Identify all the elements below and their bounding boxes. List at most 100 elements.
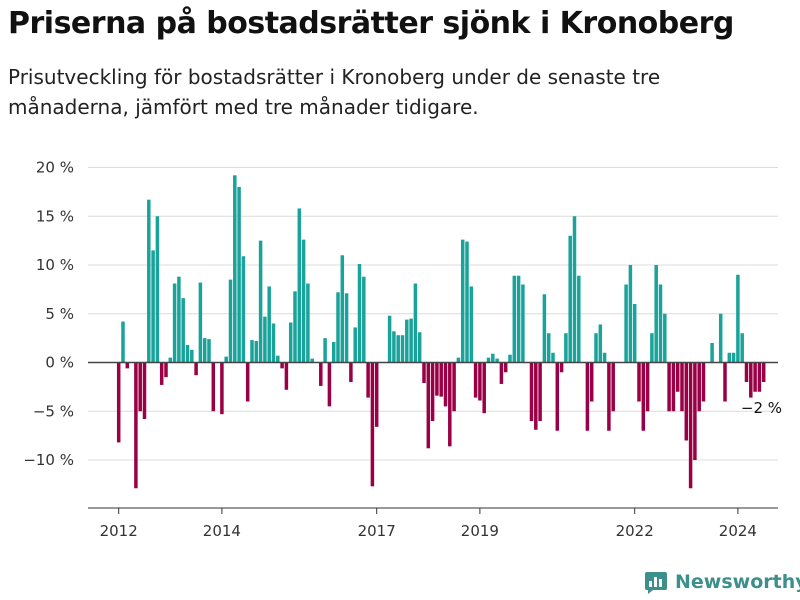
bar xyxy=(671,362,676,412)
bar xyxy=(654,265,658,363)
bar xyxy=(740,333,744,363)
bar xyxy=(284,362,289,390)
bar xyxy=(697,362,701,412)
bar xyxy=(693,362,697,460)
bar xyxy=(370,362,375,487)
bar xyxy=(546,333,551,363)
bar xyxy=(723,362,727,402)
bar xyxy=(400,335,405,363)
bar xyxy=(405,319,409,363)
bar xyxy=(211,362,216,412)
bar xyxy=(439,362,443,397)
bar xyxy=(353,327,357,363)
newsworthy-logo-text: Newsworthy xyxy=(675,571,800,593)
bar xyxy=(306,283,310,363)
bar xyxy=(473,362,478,398)
x-tick-label: 2022 xyxy=(616,522,654,540)
bar xyxy=(422,362,426,383)
bar xyxy=(344,293,349,363)
bar xyxy=(551,352,555,363)
x-tick-label: 2024 xyxy=(719,522,757,540)
bar xyxy=(349,362,353,382)
bar xyxy=(207,339,211,363)
bar xyxy=(250,340,254,363)
x-tick-label: 2014 xyxy=(203,522,241,540)
bar xyxy=(194,362,198,376)
bar xyxy=(456,357,461,363)
bar xyxy=(757,362,762,392)
bar xyxy=(736,274,740,363)
bar xyxy=(323,338,327,363)
bar xyxy=(650,333,654,363)
bar xyxy=(396,335,400,363)
bar xyxy=(637,362,641,402)
bar xyxy=(301,239,306,363)
bar xyxy=(443,362,448,407)
bar xyxy=(190,349,194,363)
bar xyxy=(417,332,422,363)
x-tick-label: 2019 xyxy=(461,522,499,540)
bar xyxy=(258,240,263,363)
bar xyxy=(602,352,607,363)
bar xyxy=(233,175,237,363)
y-tick-label: 20 % xyxy=(36,159,74,177)
bar xyxy=(151,250,155,363)
bar xyxy=(499,362,504,384)
chart-subtitle: Prisutveckling för bostadsrätter i Krono… xyxy=(8,65,661,119)
bar xyxy=(744,362,749,382)
bar xyxy=(749,362,753,398)
bar xyxy=(572,216,577,363)
bar xyxy=(508,354,512,363)
bar xyxy=(516,275,521,363)
bar xyxy=(577,275,581,363)
newsworthy-logo-icon xyxy=(645,572,667,594)
bar xyxy=(658,284,663,363)
bar xyxy=(392,331,396,363)
bar xyxy=(469,286,474,363)
bar xyxy=(710,343,714,363)
x-tick-label: 2012 xyxy=(100,522,138,540)
bar xyxy=(680,362,684,412)
y-tick-label: −10 % xyxy=(23,451,74,469)
bar xyxy=(607,362,611,431)
bar xyxy=(521,284,525,363)
bar xyxy=(228,279,233,363)
bar xyxy=(426,362,431,449)
bar xyxy=(366,362,370,398)
bar xyxy=(224,356,228,363)
newsworthy-logo: Newsworthy xyxy=(644,568,800,596)
bar xyxy=(478,362,482,401)
bar xyxy=(245,362,250,402)
bar xyxy=(761,362,766,382)
bar xyxy=(237,187,241,363)
bar xyxy=(280,362,284,369)
bar xyxy=(718,313,723,363)
y-tick-label: −5 % xyxy=(33,402,74,420)
x-tick-label: 2017 xyxy=(358,522,396,540)
bar xyxy=(611,362,615,412)
bar xyxy=(731,352,736,363)
bar xyxy=(357,264,362,363)
y-tick-label: 0 % xyxy=(45,354,74,372)
bar xyxy=(142,362,147,420)
bar xyxy=(134,362,138,489)
bar xyxy=(538,362,542,421)
bar xyxy=(663,313,667,363)
bar xyxy=(667,362,671,412)
chart-title: Priserna på bostadsrätter sjönk i Kronob… xyxy=(8,6,734,41)
bar xyxy=(271,323,276,363)
bar xyxy=(632,304,637,363)
bar xyxy=(181,298,185,363)
bar xyxy=(491,353,495,363)
bar xyxy=(147,199,151,363)
bar xyxy=(336,292,340,363)
bar xyxy=(293,291,297,363)
y-tick-label: 15 % xyxy=(36,207,74,225)
bar xyxy=(276,355,280,363)
bar xyxy=(319,362,323,386)
bar xyxy=(254,341,259,363)
bar xyxy=(684,362,689,441)
bar xyxy=(645,362,650,412)
bar xyxy=(585,362,590,431)
bar xyxy=(529,362,534,421)
